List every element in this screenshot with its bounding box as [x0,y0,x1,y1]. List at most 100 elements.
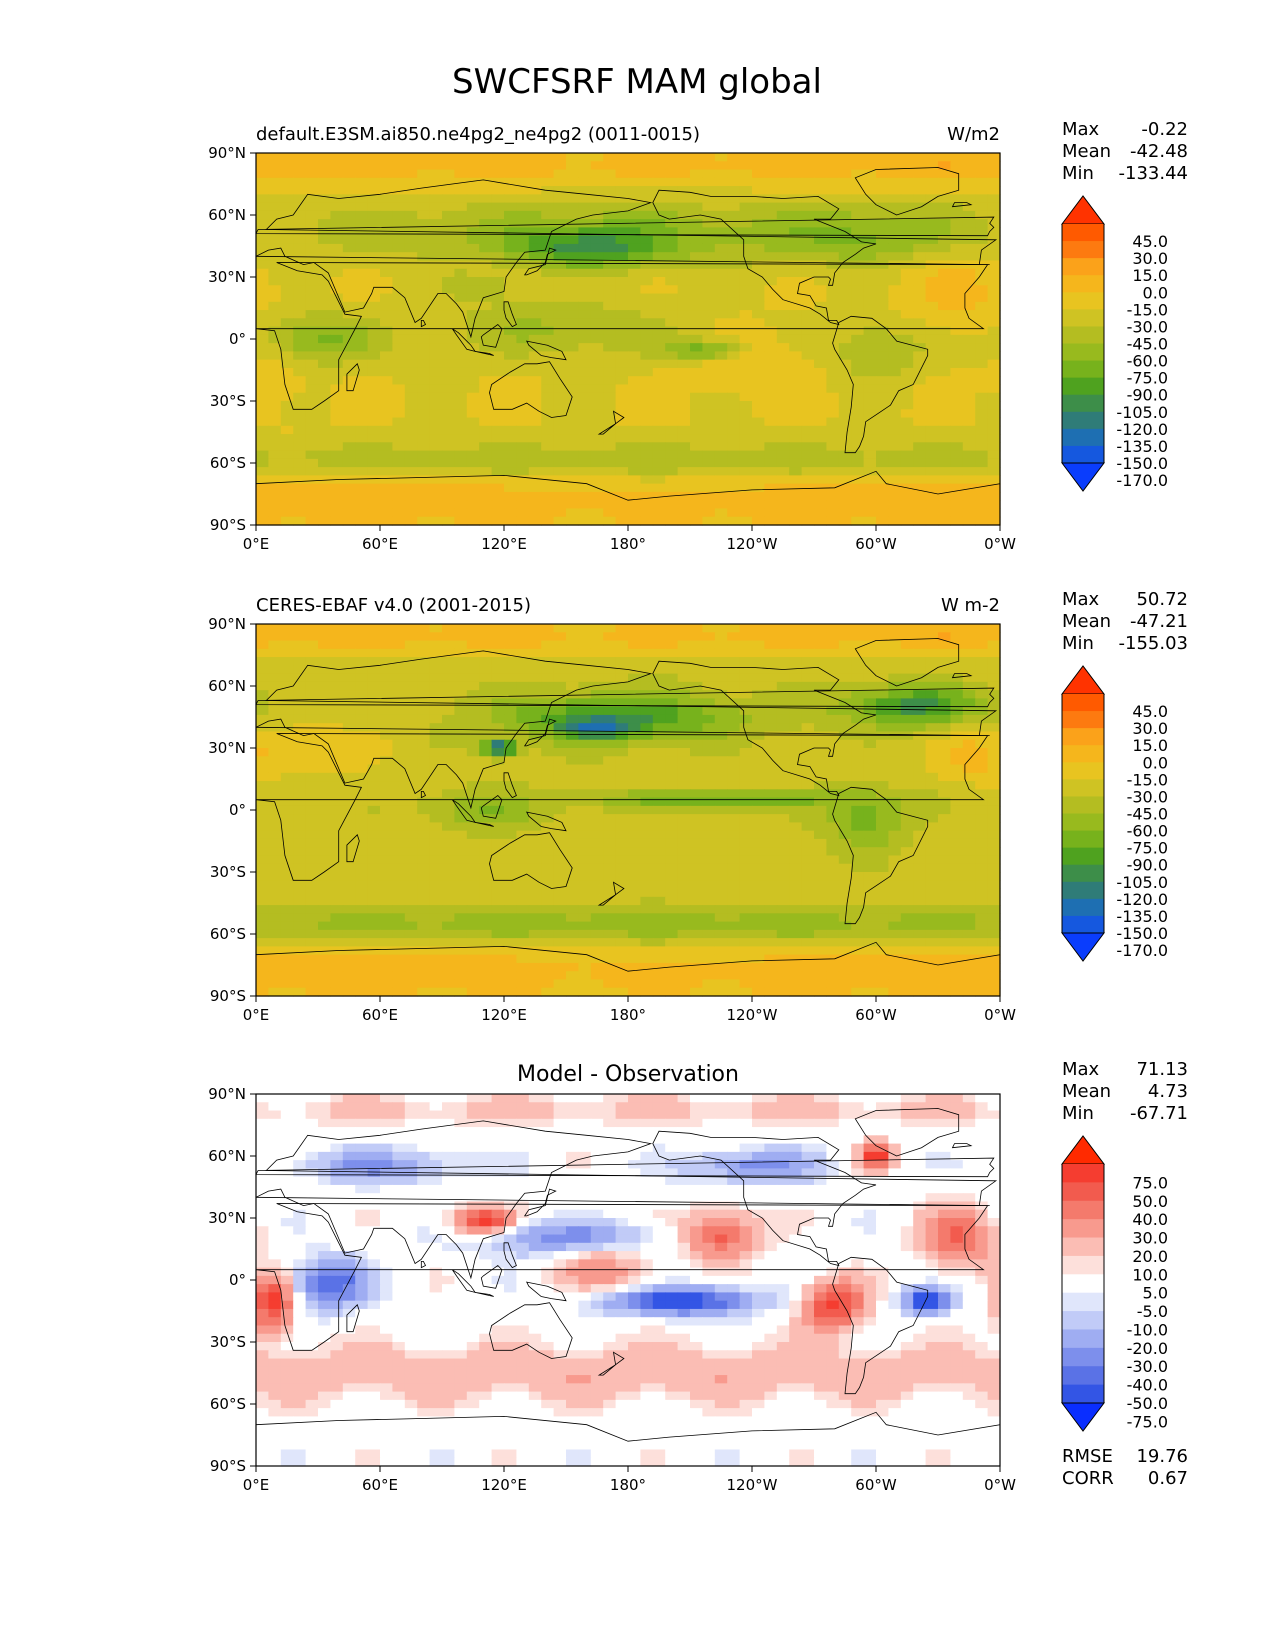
heatmap-cell [962,880,976,890]
heatmap-cell [801,318,815,328]
heatmap-cell [330,161,344,171]
heatmap-cell [962,285,976,295]
heatmap-cell [652,235,666,245]
heatmap-cell [652,293,666,303]
heatmap-cell [305,235,319,245]
heatmap-cell [863,673,877,683]
heatmap-cell [776,458,790,468]
heatmap-cell [727,913,741,923]
heatmap-cell [913,310,927,319]
heatmap-cell [938,805,951,815]
heatmap-cell [256,318,269,328]
heatmap-cell [665,872,679,881]
heatmap-cell [913,847,927,857]
heatmap-cell [826,351,840,361]
heatmap-cell [640,789,654,799]
heatmap-cell [615,194,629,204]
heatmap-cell [615,301,629,311]
heatmap-cell [727,905,741,914]
heatmap-cell [479,293,493,303]
lon-tick-label: 60°E [362,535,398,553]
heatmap-cell [305,334,319,344]
heatmap-cell [367,714,381,724]
heatmap-cell [628,847,641,857]
heatmap-cell [404,673,418,683]
heatmap-cell [702,665,716,675]
heatmap-cell [293,624,307,633]
heatmap-cell [665,516,679,526]
heatmap-cell [764,632,778,642]
heatmap-cell [318,483,331,493]
heatmap-cell [516,425,530,435]
heatmap-cell [380,640,393,650]
heatmap-cell [950,425,964,435]
heatmap-cell [566,434,579,443]
heatmap-cell [541,384,555,394]
heatmap-cell [665,657,679,666]
heatmap-cell [975,194,989,204]
heatmap-cell [404,252,418,262]
heatmap-cell [801,880,815,890]
heatmap-cell [318,301,331,311]
heatmap-cell [429,872,443,881]
heatmap-cell [652,789,666,799]
heatmap-cell [528,285,542,295]
heatmap-cell [962,772,976,782]
heatmap-cell [714,268,728,278]
heatmap-cell [888,235,902,245]
coastline [489,361,573,418]
heatmap-cell [764,293,778,303]
heatmap-cell [938,194,951,204]
heatmap-cell [925,690,939,699]
heatmap-cell [454,310,468,319]
heatmap-cell [752,814,765,823]
heatmap-cell [417,376,431,386]
heatmap-cell [677,334,691,344]
heatmap-cell [491,285,505,295]
heatmap-cell [838,458,852,468]
heatmap-cell [491,673,505,683]
heatmap-cell [677,905,691,914]
heatmap-cell [479,789,493,799]
heatmap-cell [429,194,443,204]
heatmap-cell [355,301,369,311]
heatmap-cell [528,731,542,741]
heatmap-cell [603,243,617,253]
heatmap-cell [367,690,381,699]
heatmap-cell [330,640,344,650]
heatmap-cell [752,665,765,675]
heatmap-cell [628,227,641,237]
heatmap-cell [429,475,443,485]
heatmap-cell [640,508,654,518]
heatmap-cell [938,310,951,319]
heatmap-cell [727,202,741,212]
heatmap-cell [640,781,654,790]
heatmap-cell [553,475,567,485]
heatmap-cell [380,698,393,708]
heatmap-cell [975,706,989,716]
heatmap-cell [727,516,741,526]
heatmap-cell [739,351,753,361]
heatmap-cell [541,351,555,361]
heatmap-cell [454,260,468,270]
heatmap-cell [491,359,505,369]
heatmap-cell [479,847,493,857]
heatmap-cell [367,442,381,452]
heatmap-cell [442,409,455,419]
heatmap-cell [838,748,852,757]
heatmap-cell [640,467,654,476]
heatmap-cell [504,326,517,336]
heatmap-cell [900,268,914,278]
heatmap-cell [789,219,803,228]
heatmap-cell [553,260,567,270]
heatmap-cell [851,392,865,402]
heatmap-cell [578,681,592,691]
heatmap-cell [628,243,641,253]
heatmap-cell [863,789,877,799]
heatmap-cell [454,814,468,823]
heatmap-cell [851,483,865,493]
heatmap-cell [615,723,629,733]
heatmap-cell [479,409,493,419]
heatmap-cell [851,789,865,799]
heatmap-cell [714,714,728,724]
